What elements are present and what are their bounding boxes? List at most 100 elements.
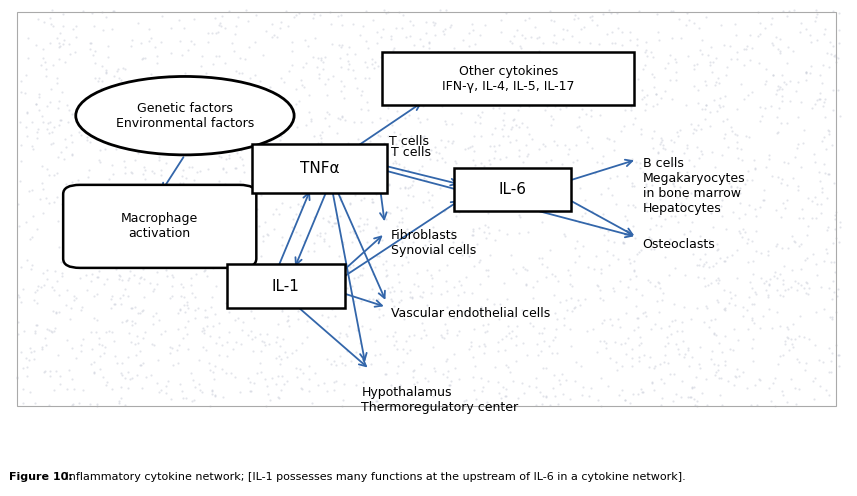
Point: [87, 51, 100, 59]
Point: [703, 122, 716, 129]
Point: [19, 218, 33, 226]
Point: [313, 131, 327, 139]
Point: [93, 340, 106, 348]
Point: [397, 315, 411, 323]
Point: [396, 167, 410, 175]
Point: [788, 335, 802, 343]
Point: [183, 87, 196, 95]
Point: [105, 292, 119, 300]
Point: [23, 235, 37, 243]
Point: [833, 218, 847, 226]
Point: [794, 265, 807, 273]
Point: [84, 39, 98, 47]
Point: [593, 337, 607, 345]
Point: [27, 212, 40, 220]
Point: [584, 107, 598, 115]
Point: [475, 374, 488, 382]
Point: [781, 43, 794, 51]
Point: [672, 350, 686, 358]
Point: [818, 245, 832, 253]
Point: [222, 127, 236, 135]
Point: [248, 314, 261, 322]
Point: [186, 258, 200, 266]
Point: [379, 215, 393, 223]
Point: [696, 36, 710, 44]
Point: [317, 238, 331, 246]
Point: [750, 212, 764, 220]
Point: [401, 258, 415, 266]
Point: [608, 146, 621, 154]
Point: [544, 156, 558, 164]
Point: [762, 155, 776, 163]
Point: [87, 117, 100, 125]
Point: [387, 260, 401, 268]
Point: [443, 23, 457, 31]
Point: [768, 374, 782, 382]
Point: [704, 355, 717, 363]
Point: [818, 25, 832, 33]
Point: [677, 303, 691, 310]
Point: [350, 233, 363, 241]
Point: [438, 158, 452, 166]
Point: [376, 311, 390, 319]
Point: [578, 95, 591, 103]
Point: [237, 169, 251, 177]
Point: [280, 353, 294, 361]
Point: [269, 205, 283, 213]
Point: [57, 205, 71, 213]
Point: [791, 279, 805, 287]
Point: [156, 248, 170, 255]
Point: [782, 325, 795, 333]
Point: [196, 324, 210, 332]
Point: [488, 99, 501, 107]
Point: [646, 205, 660, 213]
Point: [472, 200, 486, 208]
Point: [808, 374, 822, 382]
Point: [21, 109, 34, 117]
Point: [644, 214, 657, 222]
Point: [374, 350, 387, 358]
Point: [213, 152, 226, 160]
Point: [191, 304, 205, 312]
Point: [505, 125, 518, 133]
Point: [169, 223, 183, 231]
Point: [65, 138, 79, 146]
Point: [775, 213, 788, 221]
Point: [93, 352, 107, 360]
Point: [684, 227, 698, 235]
Point: [786, 175, 800, 183]
Point: [826, 239, 840, 247]
Point: [226, 288, 240, 296]
Point: [173, 307, 187, 314]
Point: [292, 97, 306, 105]
Point: [602, 261, 616, 269]
Point: [287, 13, 301, 21]
Point: [594, 286, 608, 294]
Point: [418, 80, 432, 88]
Point: [132, 234, 146, 242]
Point: [586, 88, 600, 96]
Point: [761, 291, 775, 299]
Point: [500, 385, 513, 393]
Point: [644, 235, 658, 243]
Point: [322, 122, 336, 130]
Point: [235, 283, 249, 291]
Point: [686, 65, 700, 73]
Point: [253, 77, 267, 85]
Point: [444, 184, 458, 192]
Point: [494, 301, 507, 309]
Point: [273, 394, 286, 402]
Ellipse shape: [75, 76, 294, 155]
Point: [824, 258, 838, 266]
Point: [548, 333, 561, 341]
Point: [369, 185, 383, 192]
Point: [396, 310, 410, 317]
Point: [89, 328, 103, 336]
Point: [447, 88, 461, 96]
Point: [261, 231, 274, 239]
Point: [452, 277, 465, 285]
Point: [649, 282, 662, 290]
Point: [504, 138, 518, 146]
Point: [87, 47, 101, 55]
Point: [377, 6, 391, 14]
